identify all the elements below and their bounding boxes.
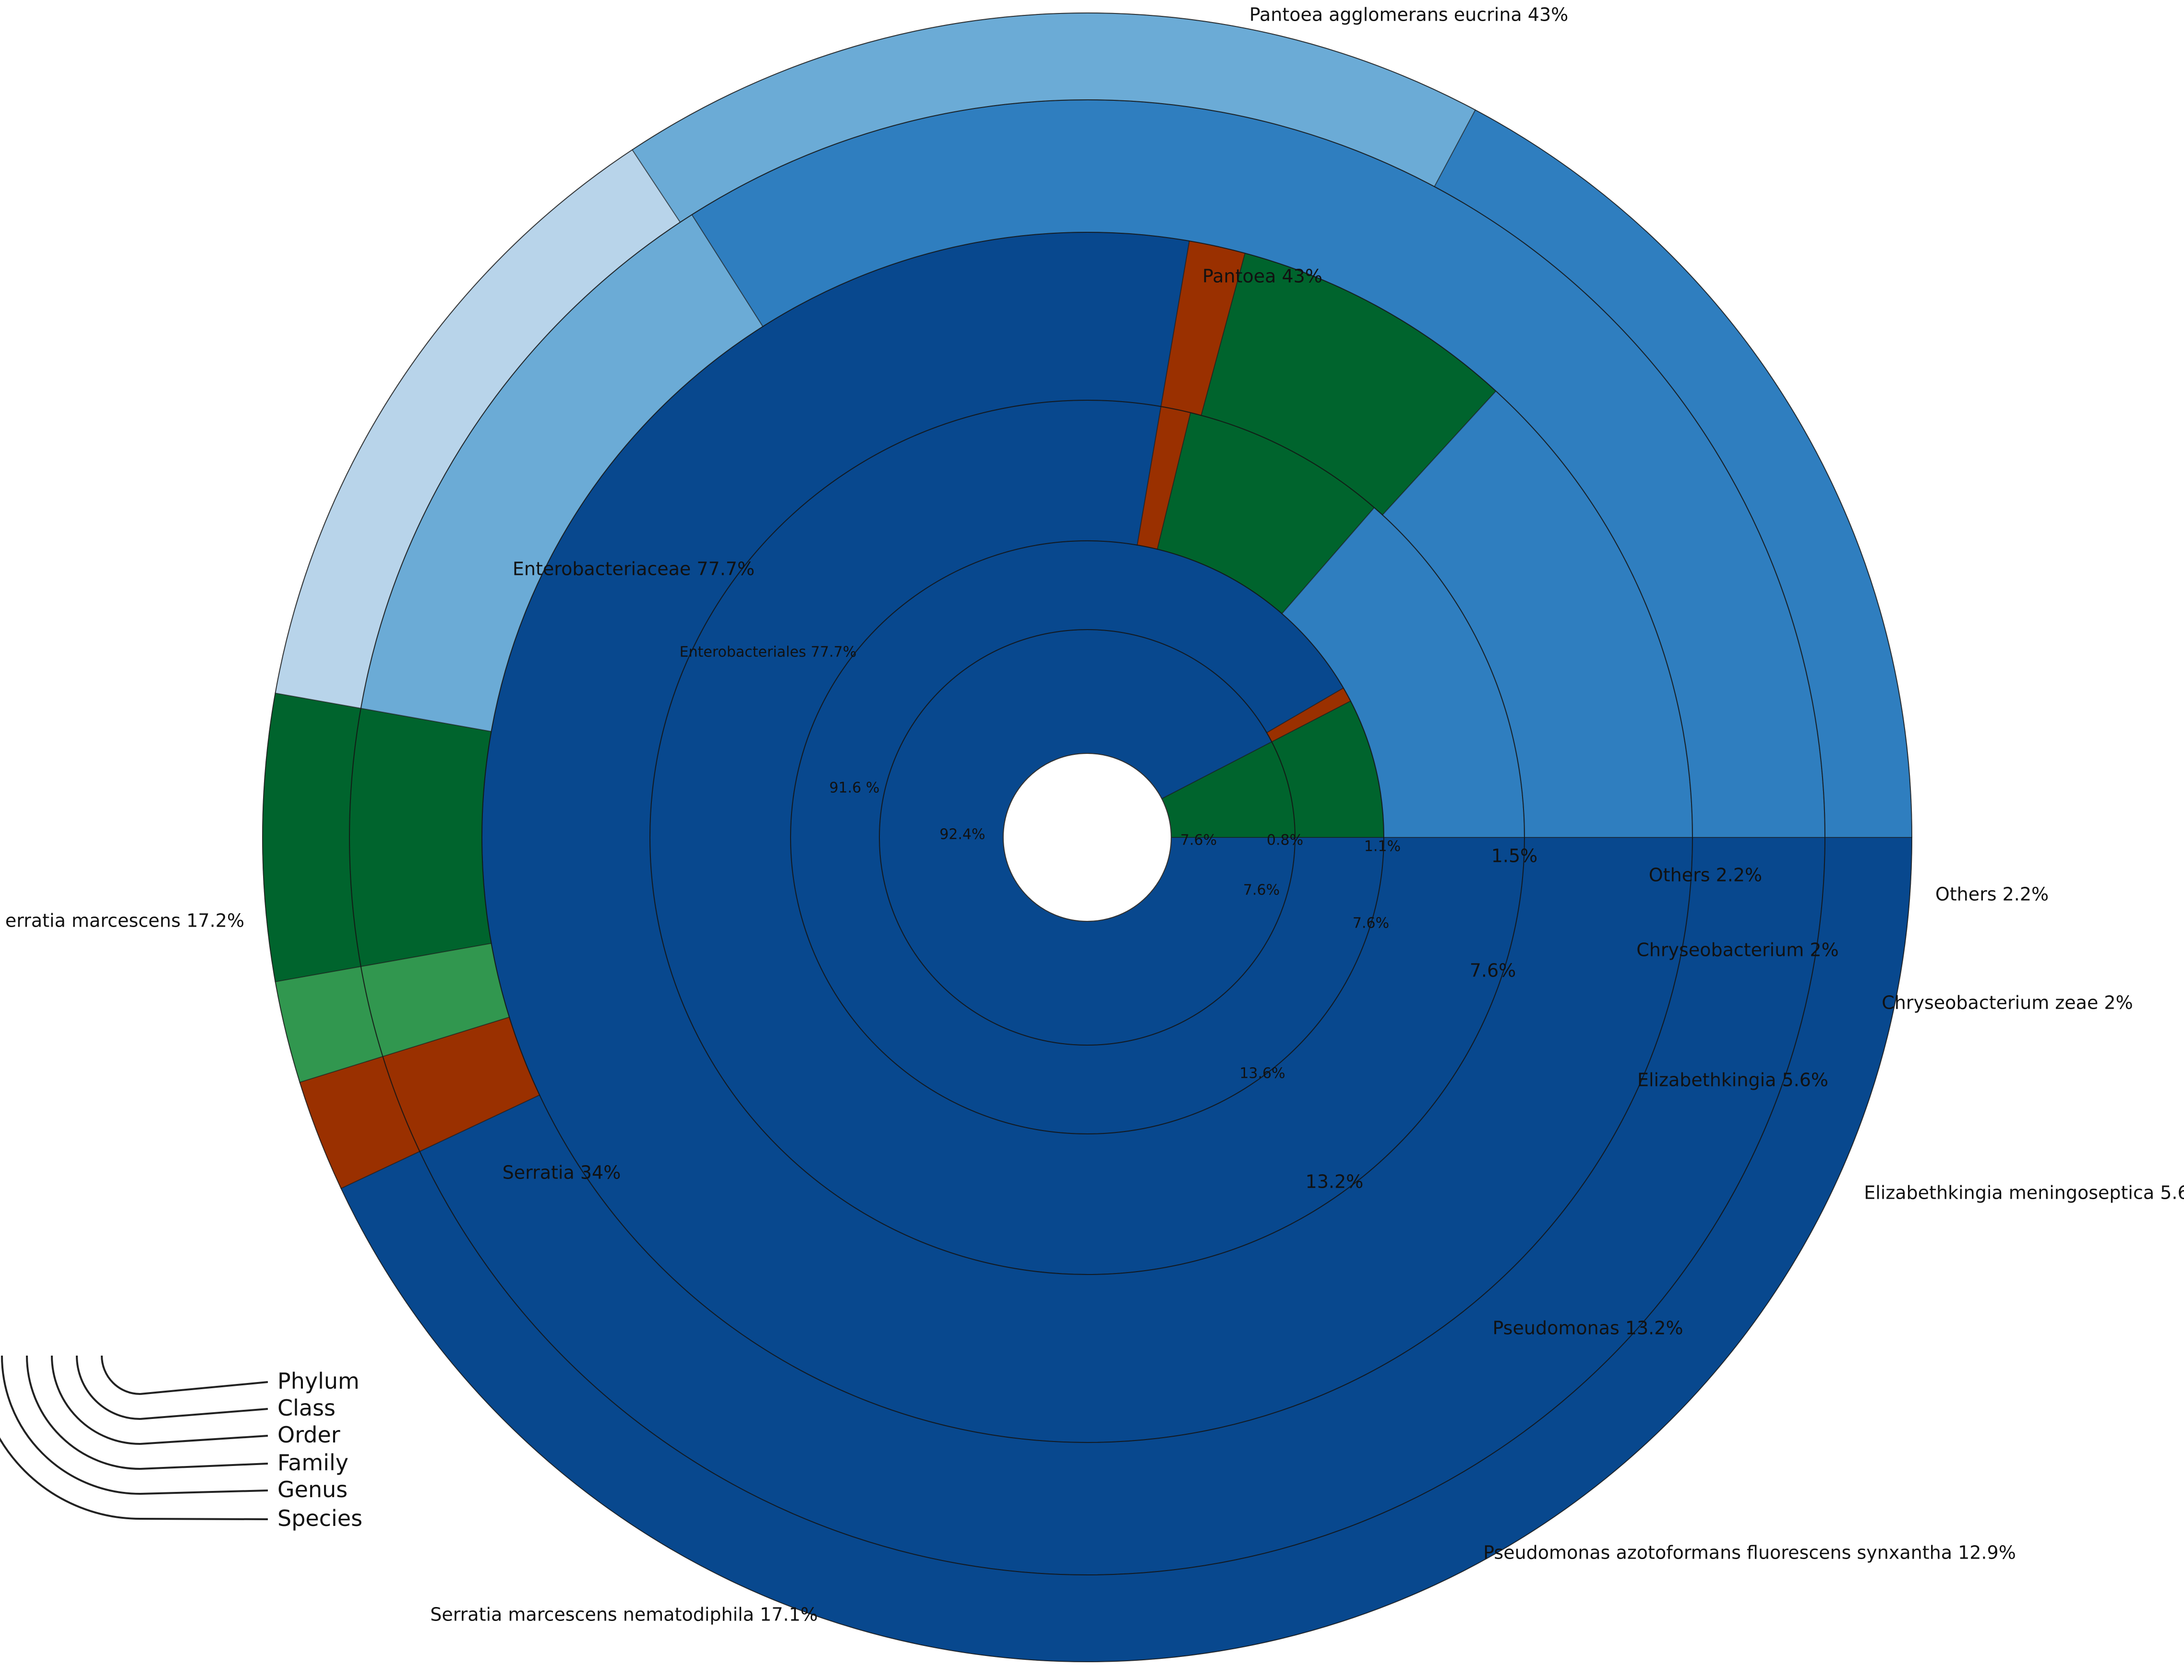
sunburst-label-10: 1.5% [1491, 846, 1538, 867]
sunburst-label-12: 13.2% [1306, 1171, 1364, 1192]
ring-boundary-4 [481, 232, 1693, 1443]
ring-boundary-2 [790, 540, 1384, 1134]
legend-leader-4 [140, 1489, 268, 1495]
legend-arc-5 [0, 1437, 141, 1520]
legend-leader-0 [140, 1381, 268, 1395]
sunburst-label-21: Chryseobacterium zeae 2% [1882, 992, 2133, 1013]
sunburst-wedge-ring5-22 [262, 692, 361, 982]
sunburst-label-8: 13.6% [1239, 1065, 1285, 1082]
legend-arc-2 [51, 1355, 141, 1445]
legend-arc-1 [76, 1355, 141, 1420]
ring-boundary-5 [349, 99, 1825, 1575]
sunburst-label-5: Enterobacteriales 77.7% [680, 644, 857, 661]
legend-item-genus: Genus [277, 1477, 348, 1502]
center-hole [1003, 753, 1172, 922]
sunburst-label-15: Chryseobacterium 2% [1636, 940, 1838, 961]
legend-item-phylum: Phylum [277, 1368, 360, 1394]
sunburst-label-3: 0.8% [1267, 832, 1303, 849]
ring-boundary-6 [262, 12, 1912, 1662]
sunburst-label-20: Others 2.2% [1935, 884, 2049, 905]
sunburst-label-4: 7.6% [1243, 882, 1280, 899]
sunburst-label-22: Elizabethkingia meningoseptica 5.6% [1864, 1182, 2184, 1203]
legend-leader-2 [140, 1435, 268, 1445]
legend-arc-0 [101, 1355, 141, 1395]
sunburst-wedges [262, 12, 1913, 1662]
sunburst-label-23: Pseudomonas azotoformans fluorescens syn… [1483, 1542, 2016, 1563]
legend-arc-4 [1, 1355, 141, 1495]
sunburst-label-9: Enterobacteriaceae 77.7% [513, 559, 755, 580]
sunburst-label-18: Serratia 34% [503, 1162, 621, 1183]
legend-item-order: Order [277, 1422, 340, 1448]
sunburst-label-16: Elizabethkingia 5.6% [1637, 1070, 1828, 1091]
sunburst-label-11: 7.6% [1470, 960, 1516, 981]
legend-item-species: Species [277, 1505, 362, 1531]
sunburst-label-6: 1.1% [1364, 838, 1401, 855]
sunburst-label-25: erratia marcescens 17.2% [5, 910, 244, 931]
sunburst-label-13: Pantoea 43% [1202, 266, 1322, 287]
ring-boundary-3 [649, 400, 1525, 1275]
sunburst-label-17: Pseudomonas 13.2% [1492, 1318, 1683, 1339]
legend-leader-3 [140, 1463, 268, 1470]
sunburst-label-2: 91.6 % [829, 780, 880, 797]
sunburst-label-24: Serratia marcescens nematodiphila 17.1% [430, 1604, 818, 1625]
legend-arc-3 [26, 1355, 141, 1470]
sunburst-wedge-ring4-16 [349, 707, 492, 967]
sunburst-label-1: 7.6% [1180, 832, 1217, 849]
sunburst-labels: 92.4% 7.6% 91.6 % 0.8% 7.6% Enterobacteriales… [5, 4, 2184, 1625]
legend-item-family: Family [277, 1450, 348, 1476]
legend-leader-1 [140, 1408, 268, 1420]
sunburst-label-19: Pantoea agglomerans eucrina 43% [1249, 4, 1569, 25]
ring-boundary-1 [879, 629, 1296, 1046]
sunburst-label-0: 92.4% [939, 826, 985, 843]
sunburst-label-7: 7.6% [1353, 915, 1389, 932]
legend-item-class: Class [277, 1395, 336, 1421]
sunburst-label-14: Others 2.2% [1649, 865, 1762, 886]
